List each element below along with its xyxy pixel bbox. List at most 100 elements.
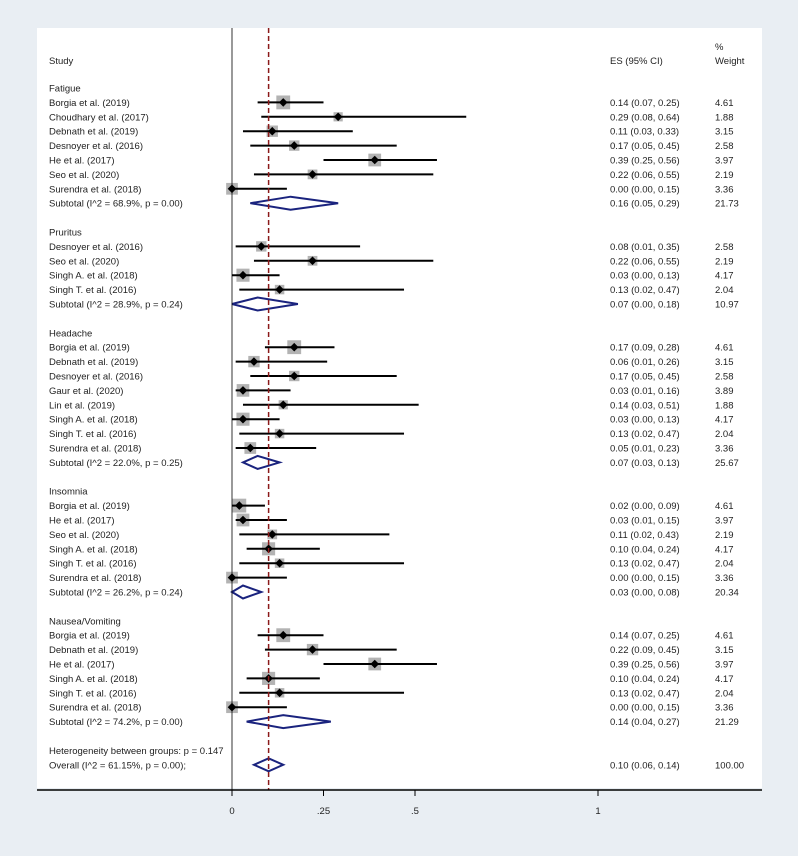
weight-label: 4.61: [715, 343, 734, 354]
study-label: Debnath et al. (2019): [49, 127, 138, 138]
weight-label: 2.58: [715, 242, 734, 253]
study-label: Desnoyer et al. (2016): [49, 141, 143, 152]
header-study: Study: [49, 56, 74, 67]
weight-label: 3.97: [715, 156, 734, 167]
overall-es-ci-label: 0.10 (0.06, 0.14): [610, 760, 680, 771]
es-ci-label: 0.11 (0.02, 0.43): [610, 530, 679, 541]
study-label: Borgia et al. (2019): [49, 501, 130, 512]
study-label: Desnoyer et al. (2016): [49, 372, 143, 383]
study-label: He et al. (2017): [49, 516, 114, 527]
es-ci-label: 0.39 (0.25, 0.56): [610, 156, 680, 167]
es-ci-label: 0.10 (0.04, 0.24): [610, 674, 680, 685]
weight-label: 2.58: [715, 141, 734, 152]
es-ci-label: 0.22 (0.06, 0.55): [610, 170, 680, 181]
weight-label: 2.04: [715, 688, 734, 699]
header-weight: Weight: [715, 56, 745, 67]
es-ci-label: 0.14 (0.03, 0.51): [610, 400, 680, 411]
es-ci-label: 0.17 (0.05, 0.45): [610, 141, 680, 152]
group-label: Headache: [49, 328, 92, 339]
x-axis: 0 .25 .5 1: [37, 28, 762, 817]
es-ci-label: 0.00 (0.00, 0.15): [610, 703, 680, 714]
study-label: Singh T. et al. (2016): [49, 429, 137, 440]
weight-label: 3.97: [715, 516, 734, 527]
study-label: Debnath et al. (2019): [49, 645, 138, 656]
x-tick-label: .5: [411, 806, 419, 817]
es-ci-label: 0.17 (0.09, 0.28): [610, 343, 680, 354]
weight-label: 4.17: [715, 415, 734, 426]
study-label: Choudhary et al. (2017): [49, 112, 149, 123]
group-label: Nausea/Vomiting: [49, 616, 121, 627]
weight-label: 3.97: [715, 660, 734, 671]
weight-label: 2.19: [715, 170, 734, 181]
point-estimate-marker: [246, 443, 255, 453]
point-estimate-marker: [275, 558, 284, 568]
es-ci-label: 0.06 (0.01, 0.26): [610, 357, 680, 368]
x-tick-label: 0: [229, 806, 234, 817]
weight-label: 3.36: [715, 184, 734, 195]
point-estimate-marker: [333, 112, 343, 122]
subtotal-es-ci-label: 0.16 (0.05, 0.29): [610, 199, 680, 210]
weight-label: 4.61: [715, 98, 734, 109]
es-ci-label: 0.05 (0.01, 0.23): [610, 444, 680, 455]
subtotal-es-ci-label: 0.07 (0.00, 0.18): [610, 300, 680, 311]
subtotal-diamond: [250, 195, 339, 211]
subtotal-weight-label: 21.73: [715, 199, 739, 210]
es-ci-label: 0.22 (0.06, 0.55): [610, 256, 680, 267]
subtotal-weight-label: 21.29: [715, 717, 739, 728]
study-label: Seo et al. (2020): [49, 170, 119, 181]
study-label: Gaur et al. (2020): [49, 386, 123, 397]
weight-label: 3.89: [715, 386, 734, 397]
point-estimate-marker: [238, 386, 248, 395]
weight-label: 2.04: [715, 559, 734, 570]
point-estimate-marker: [267, 126, 277, 136]
subtotal-diamond: [230, 584, 265, 600]
subtotal-diamond: [246, 714, 331, 730]
es-ci-label: 0.14 (0.07, 0.25): [610, 98, 680, 109]
point-estimate-marker: [370, 155, 380, 165]
point-estimate-marker: [370, 659, 380, 669]
es-ci-label: 0.03 (0.00, 0.13): [610, 271, 680, 282]
weight-label: 1.88: [715, 400, 734, 411]
study-label: Borgia et al. (2019): [49, 343, 130, 354]
point-estimate-marker: [289, 342, 299, 352]
es-ci-label: 0.00 (0.00, 0.15): [610, 573, 680, 584]
weight-label: 2.04: [715, 285, 734, 296]
subtotal-diamond: [240, 454, 284, 470]
study-label: Singh T. et al. (2016): [49, 559, 137, 570]
study-label: Seo et al. (2020): [49, 256, 119, 267]
point-estimate-marker: [275, 688, 284, 698]
subtotal-weight-label: 25.67: [715, 458, 739, 469]
point-estimate-marker: [289, 141, 299, 150]
study-label: Singh A. et al. (2018): [49, 544, 138, 555]
weight-label: 4.61: [715, 501, 734, 512]
subtotal-label: Subtotal (I^2 = 74.2%, p = 0.00): [49, 717, 183, 728]
point-estimate-marker: [278, 400, 288, 410]
es-ci-label: 0.17 (0.05, 0.45): [610, 372, 680, 383]
weight-label: 3.15: [715, 357, 734, 368]
study-label: Singh T. et al. (2016): [49, 285, 137, 296]
es-ci-label: 0.03 (0.00, 0.13): [610, 415, 680, 426]
es-ci-label: 0.13 (0.02, 0.47): [610, 285, 680, 296]
point-estimate-marker: [256, 242, 266, 251]
group-label: Insomnia: [49, 487, 88, 498]
study-label: He et al. (2017): [49, 156, 114, 167]
weight-label: 3.36: [715, 573, 734, 584]
study-label: Surendra et al. (2018): [49, 573, 141, 584]
es-ci-label: 0.08 (0.01, 0.35): [610, 242, 680, 253]
point-estimate-marker: [267, 530, 277, 539]
es-ci-label: 0.03 (0.01, 0.15): [610, 516, 680, 527]
es-ci-label: 0.00 (0.00, 0.15): [610, 184, 680, 195]
weight-label: 3.15: [715, 645, 734, 656]
study-label: He et al. (2017): [49, 660, 114, 671]
point-estimate-marker: [275, 429, 284, 438]
study-label: Surendra et al. (2018): [49, 184, 141, 195]
weight-label: 4.17: [715, 674, 734, 685]
overall-label: Overall (I^2 = 61.15%, p = 0.00);: [49, 760, 186, 771]
subtotal-es-ci-label: 0.14 (0.04, 0.27): [610, 717, 680, 728]
study-label: Seo et al. (2020): [49, 530, 119, 541]
weight-label: 4.17: [715, 544, 734, 555]
study-label: Desnoyer et al. (2016): [49, 242, 143, 253]
point-estimate-marker: [238, 270, 248, 280]
forest-rows: Fatigue Borgia et al. (2019) 0.14 (0.07, 0…: [49, 28, 744, 790]
